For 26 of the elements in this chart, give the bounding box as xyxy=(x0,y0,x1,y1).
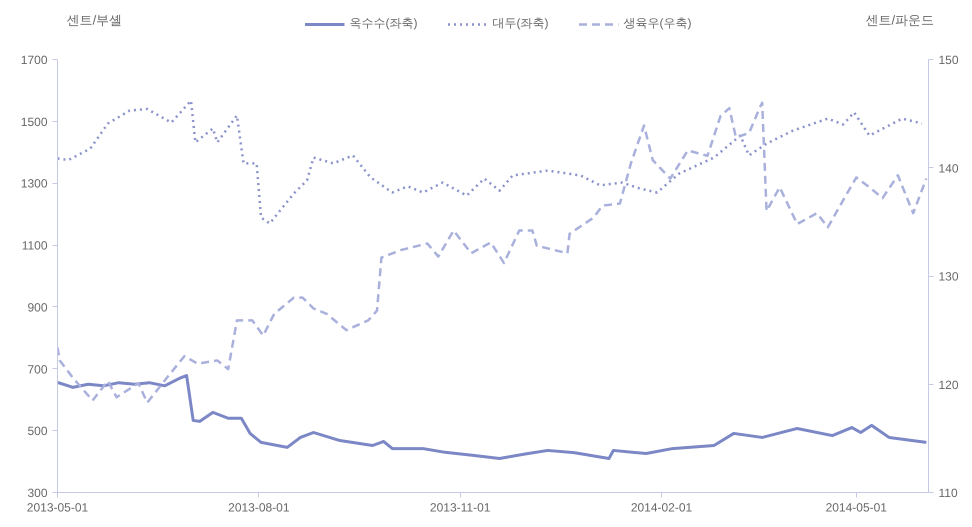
y2-tick-label: 150 xyxy=(938,53,959,67)
y2-tick-label: 120 xyxy=(938,378,959,392)
legend-label: 생육우(우축) xyxy=(624,15,692,32)
line-series xyxy=(58,374,928,460)
y-axis-title: 센트/부셸 xyxy=(66,12,122,28)
y2-tick-label: 140 xyxy=(938,161,959,176)
y2-tick-label: 130 xyxy=(938,270,959,284)
line-series xyxy=(58,102,928,404)
x-tick-label: 2014-05-01 xyxy=(826,500,888,514)
y2-axis-title: 센트/파운드 xyxy=(865,12,934,28)
y-tick-label: 1100 xyxy=(22,238,48,253)
legend-label: 대두(좌축) xyxy=(492,15,548,32)
y2-tick-label: 110 xyxy=(938,486,958,500)
y-tick-label: 1700 xyxy=(20,53,48,67)
x-tick-label: 2013-08-01 xyxy=(228,500,290,514)
legend-label: 옥수수(좌축) xyxy=(350,15,418,32)
y-tick-label: 700 xyxy=(27,362,48,376)
y-tick-label: 300 xyxy=(27,486,48,500)
x-tick-label: 2013-11-01 xyxy=(430,500,491,514)
y-tick-label: 1500 xyxy=(20,114,48,129)
y-tick-label: 500 xyxy=(27,424,48,438)
x-tick-label: 2013-05-01 xyxy=(26,500,89,514)
line-series xyxy=(58,99,924,225)
x-tick-label: 2014-02-01 xyxy=(630,500,693,514)
y-tick-label: 900 xyxy=(27,300,48,314)
y-tick-label: 1300 xyxy=(20,176,48,191)
